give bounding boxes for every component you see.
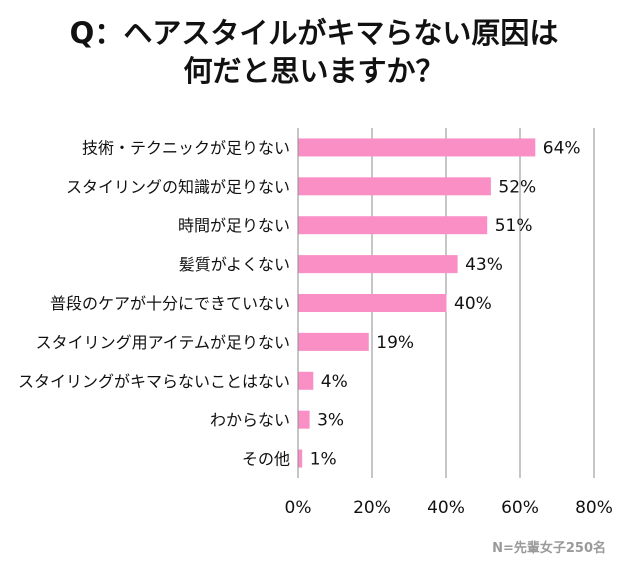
bar — [298, 177, 491, 196]
bar — [298, 410, 310, 429]
x-tick-label: 0% — [285, 498, 312, 518]
value-label: 4% — [321, 372, 348, 392]
category-label: 普段のケアが十分にできていない — [50, 294, 290, 313]
bar — [298, 371, 314, 390]
chart-title-line-1: Q：ヘアスタイルがキマらない原因は — [69, 16, 559, 50]
category-label: スタイリング用アイテムが足りない — [36, 333, 290, 352]
bars — [298, 138, 536, 468]
bar — [298, 449, 303, 468]
x-tick-label: 40% — [427, 498, 465, 518]
value-label: 51% — [495, 216, 533, 236]
x-tick-label: 80% — [575, 498, 613, 518]
value-label: 1% — [310, 450, 337, 470]
value-label: 19% — [376, 333, 414, 353]
bar — [298, 332, 369, 351]
chart-title-line-2: 何だと思いますか？ — [183, 54, 445, 88]
value-label: 64% — [543, 138, 581, 158]
x-tick-label: 20% — [353, 498, 391, 518]
x-axis-ticks: 0% 20% 40% 60% 80% — [285, 498, 613, 518]
chart-title: Q：ヘアスタイルがキマらない原因は 何だと思いますか？ — [0, 14, 628, 90]
value-label: 40% — [454, 294, 492, 314]
category-label: 技術・テクニックが足りない — [82, 138, 290, 157]
category-label: 時間が足りない — [178, 216, 290, 235]
value-label: 3% — [317, 411, 344, 431]
category-label: スタイリングがキマらないことはない — [18, 372, 290, 391]
category-label: 髪質がよくない — [179, 255, 290, 274]
bar — [298, 294, 447, 312]
x-tick-label: 60% — [501, 498, 539, 518]
category-label: わからない — [210, 411, 290, 430]
bar — [298, 138, 536, 157]
category-label: スタイリングの知識が足りない — [66, 177, 290, 196]
category-labels: 技術・テクニックが足りないスタイリングの知識が足りない時間が足りない髪質がよくな… — [18, 138, 290, 468]
bar — [298, 255, 458, 274]
bar — [298, 216, 488, 235]
value-label: 43% — [465, 255, 503, 275]
category-label: その他 — [242, 450, 290, 469]
value-labels: 64% 52% 51% 43% 40% 19% 4% 3% 1% — [310, 138, 581, 469]
sample-size-note: N=先輩女子250名 — [492, 541, 606, 556]
value-label: 52% — [498, 177, 536, 197]
